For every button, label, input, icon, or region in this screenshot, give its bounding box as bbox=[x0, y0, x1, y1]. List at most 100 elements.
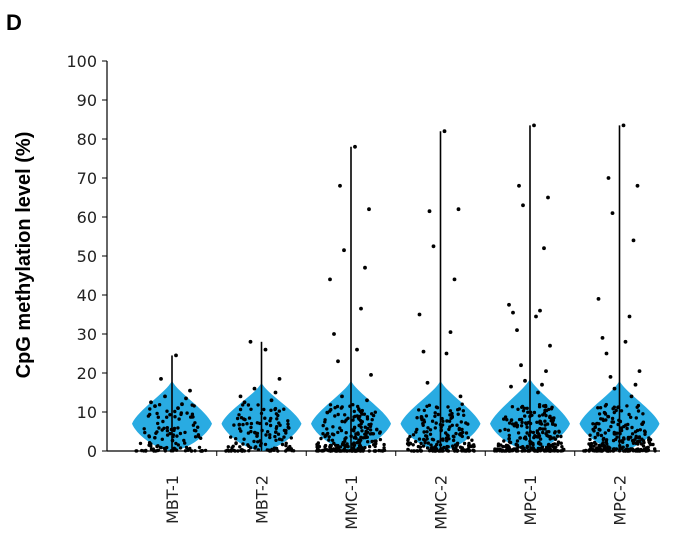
point-MPC-1 bbox=[531, 443, 535, 447]
point-MMC-2 bbox=[440, 423, 445, 427]
point-MMC-2 bbox=[472, 449, 476, 453]
point-MBT-2 bbox=[256, 403, 260, 407]
point-MPC-2 bbox=[619, 409, 624, 413]
point-MPC-2 bbox=[601, 441, 605, 445]
point-MPC-1 bbox=[526, 449, 530, 453]
point-MPC-2 bbox=[647, 438, 651, 442]
point-MBT-1 bbox=[144, 448, 148, 453]
point-MBT-1 bbox=[183, 430, 187, 435]
point-MBT-1 bbox=[151, 447, 155, 451]
outlier-point-MPC-1 bbox=[523, 378, 527, 383]
point-MPC-1 bbox=[537, 403, 542, 407]
x-category-label: MPC-2 bbox=[611, 475, 630, 526]
point-MMC-2 bbox=[425, 404, 429, 408]
point-MBT-1 bbox=[169, 427, 174, 432]
point-MPC-1 bbox=[548, 415, 552, 420]
point-MBT-1 bbox=[155, 444, 159, 449]
point-MPC-2 bbox=[612, 405, 616, 409]
point-MPC-1 bbox=[556, 440, 561, 444]
point-MBT-2 bbox=[237, 422, 241, 427]
point-MPC-1 bbox=[541, 430, 545, 435]
point-MBT-2 bbox=[274, 426, 278, 431]
point-MMC-1 bbox=[382, 442, 386, 447]
outlier-point-MMC-1 bbox=[338, 183, 342, 188]
point-MPC-1 bbox=[522, 436, 527, 440]
point-MMC-1 bbox=[364, 432, 368, 437]
point-MMC-1 bbox=[330, 432, 335, 436]
outlier-point-MBT-2 bbox=[269, 398, 274, 403]
point-MMC-2 bbox=[445, 419, 449, 423]
point-MBT-2 bbox=[238, 445, 242, 449]
point-MMC-1 bbox=[343, 420, 347, 424]
point-MMC-1 bbox=[368, 432, 372, 436]
point-MMC-1 bbox=[364, 429, 368, 434]
outlier-point-MMC-2 bbox=[452, 277, 457, 282]
point-MMC-2 bbox=[441, 438, 445, 442]
point-MMC-2 bbox=[414, 439, 418, 444]
point-MPC-1 bbox=[528, 421, 533, 426]
point-MMC-1 bbox=[340, 405, 344, 409]
point-MBT-1 bbox=[203, 448, 208, 453]
point-MBT-1 bbox=[193, 449, 197, 453]
point-MMC-1 bbox=[353, 435, 357, 439]
point-MPC-1 bbox=[557, 429, 561, 433]
point-MPC-1 bbox=[502, 417, 506, 421]
point-MMC-2 bbox=[446, 434, 450, 438]
point-MMC-2 bbox=[434, 421, 438, 425]
point-MBT-2 bbox=[241, 403, 245, 407]
point-MMC-2 bbox=[451, 438, 456, 443]
point-MPC-2 bbox=[638, 428, 642, 432]
point-MPC-2 bbox=[638, 439, 642, 444]
point-MMC-2 bbox=[436, 412, 440, 417]
point-MBT-2 bbox=[284, 431, 288, 435]
point-MBT-2 bbox=[282, 407, 286, 411]
point-MBT-2 bbox=[234, 437, 238, 441]
outlier-point-MMC-2 bbox=[456, 207, 461, 212]
point-MBT-2 bbox=[252, 439, 256, 444]
point-MMC-1 bbox=[331, 425, 335, 429]
point-MMC-2 bbox=[425, 446, 430, 450]
point-MPC-2 bbox=[614, 408, 618, 413]
point-MBT-2 bbox=[280, 438, 284, 442]
point-MMC-2 bbox=[460, 402, 464, 406]
point-MPC-2 bbox=[593, 449, 597, 453]
point-MBT-1 bbox=[138, 441, 143, 446]
outlier-point-MPC-1 bbox=[540, 382, 544, 387]
point-MPC-2 bbox=[625, 404, 629, 408]
point-MMC-1 bbox=[357, 448, 361, 452]
point-MMC-1 bbox=[327, 435, 331, 439]
point-MMC-2 bbox=[426, 426, 430, 430]
outlier-point-MMC-1 bbox=[340, 394, 344, 399]
point-MMC-1 bbox=[355, 414, 359, 418]
point-MPC-1 bbox=[556, 443, 560, 447]
point-MMC-1 bbox=[320, 449, 324, 453]
point-MMC-2 bbox=[439, 428, 443, 432]
point-MMC-1 bbox=[363, 425, 367, 429]
point-MPC-2 bbox=[608, 449, 612, 453]
outlier-point-MPC-1 bbox=[538, 308, 542, 313]
whiskers bbox=[171, 125, 621, 451]
point-MPC-2 bbox=[626, 437, 630, 441]
point-MMC-2 bbox=[435, 406, 440, 410]
outlier-point-MBT-1 bbox=[153, 404, 157, 408]
point-MMC-1 bbox=[319, 436, 323, 441]
y-tick-label: 60 bbox=[77, 208, 97, 227]
outlier-point-MPC-1 bbox=[548, 343, 552, 348]
point-MBT-2 bbox=[256, 440, 260, 444]
point-MMC-2 bbox=[428, 432, 433, 436]
point-MPC-1 bbox=[505, 446, 509, 451]
outlier-point-MMC-2 bbox=[425, 380, 430, 385]
y-tick-label: 70 bbox=[77, 169, 97, 188]
outlier-point-MPC-2 bbox=[610, 211, 615, 216]
y-tick-label: 40 bbox=[77, 286, 97, 305]
point-MPC-1 bbox=[556, 449, 560, 453]
point-MBT-2 bbox=[253, 446, 257, 450]
point-MBT-1 bbox=[147, 434, 151, 438]
outlier-point-MBT-1 bbox=[184, 396, 188, 401]
point-MPC-2 bbox=[597, 422, 601, 426]
outlier-point-MPC-2 bbox=[596, 297, 601, 301]
point-MPC-2 bbox=[610, 416, 615, 421]
point-MBT-2 bbox=[230, 446, 234, 450]
point-MMC-1 bbox=[359, 435, 363, 439]
point-MBT-1 bbox=[177, 417, 181, 421]
